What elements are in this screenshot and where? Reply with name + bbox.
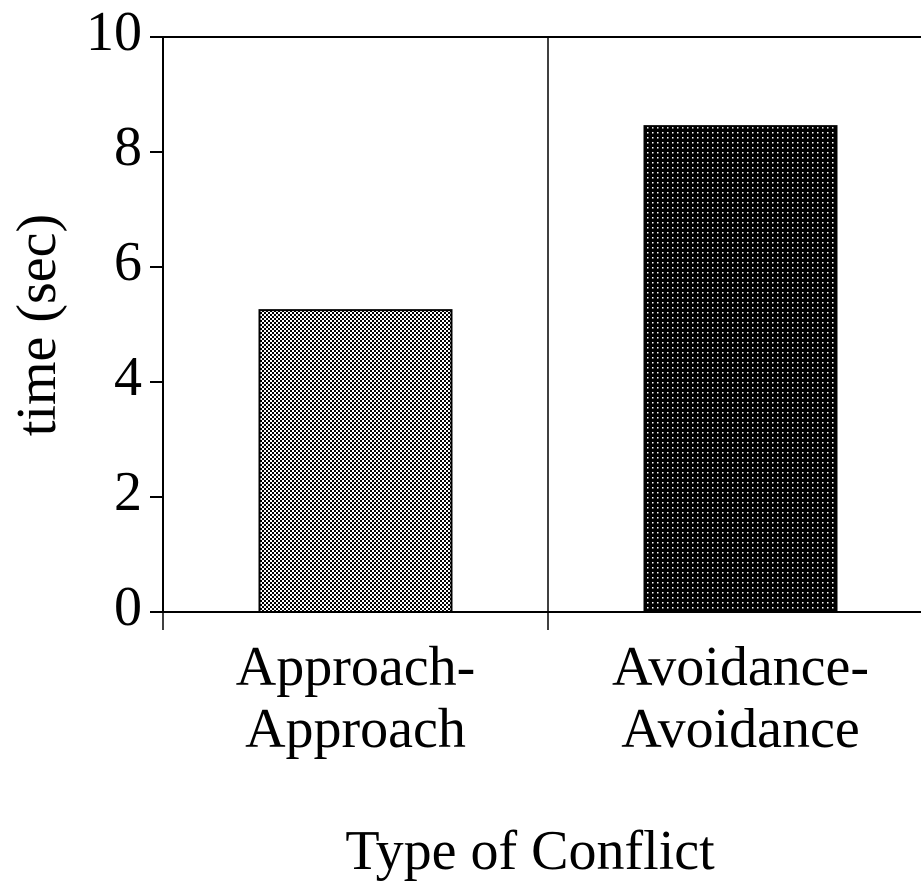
x-tick-label: Approach-Approach	[235, 636, 476, 760]
y-tick-label: 0	[114, 576, 142, 638]
y-tick-label: 4	[114, 346, 142, 408]
bar	[643, 125, 838, 613]
y-tick-label: 2	[114, 461, 142, 523]
y-tick-label: 8	[114, 116, 142, 178]
x-axis-label: Type of Conflict	[345, 820, 715, 882]
y-axis-label: time (sec)	[6, 214, 68, 436]
bar	[258, 309, 453, 613]
x-tick-label: Avoidance-Avoidance	[611, 636, 870, 760]
y-tick-label: 10	[86, 1, 142, 63]
y-tick-label: 6	[114, 231, 142, 293]
